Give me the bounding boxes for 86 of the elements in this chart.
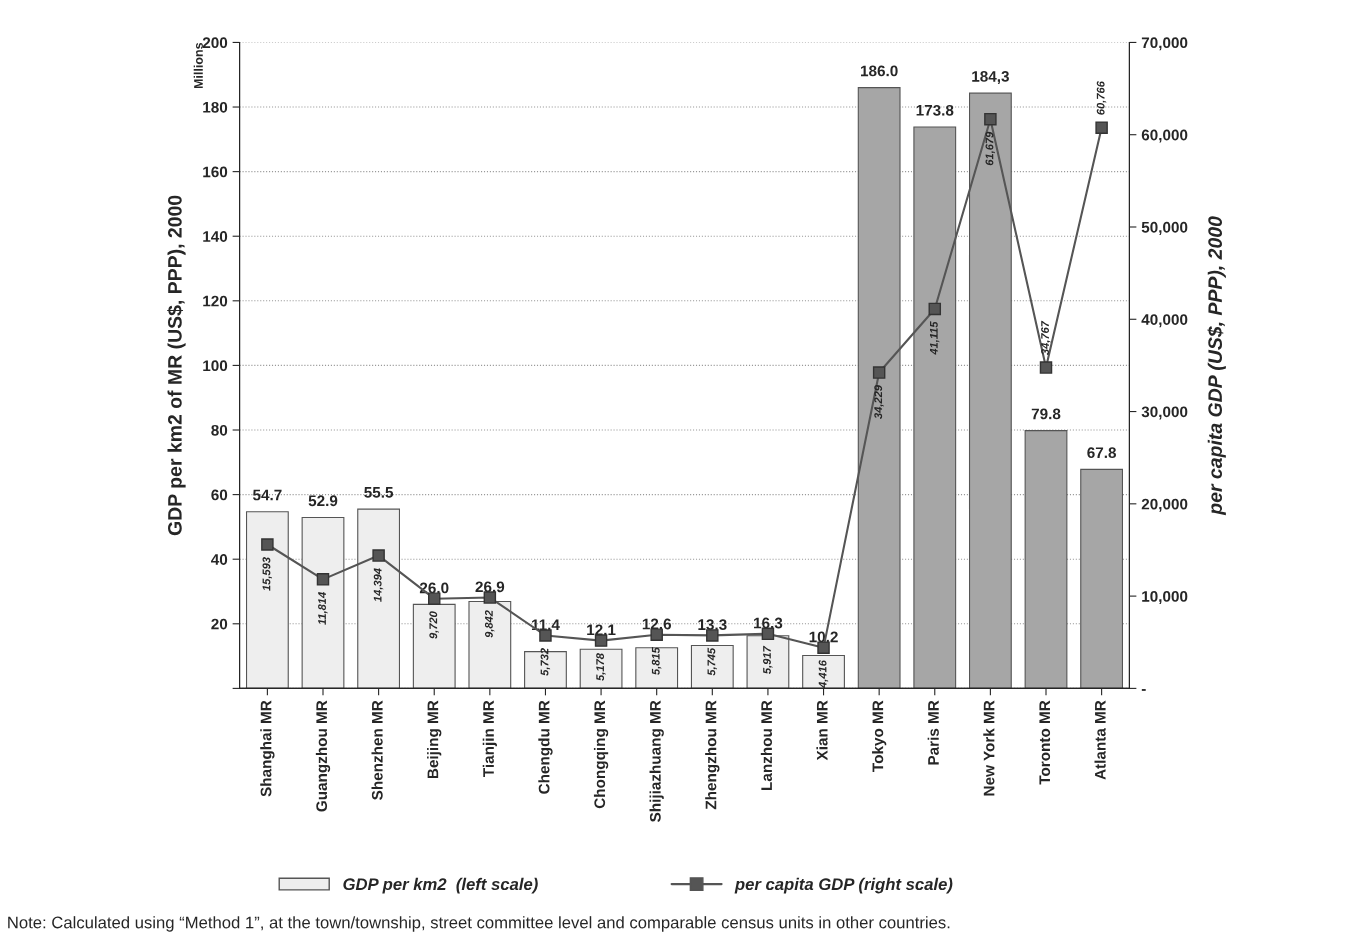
bar xyxy=(635,647,679,689)
data-label: 61,679 xyxy=(985,131,995,166)
y2-tick-label: 60,000 xyxy=(1141,129,1188,143)
x-tick-label: New York MR xyxy=(983,700,995,796)
x-tick-label: Xian MR xyxy=(816,700,828,761)
bar xyxy=(690,644,734,689)
data-label: 15,593 xyxy=(262,557,272,591)
data-label: 9,720 xyxy=(429,611,439,639)
data-label: 5,745 xyxy=(707,647,717,676)
data-label: 26.0 xyxy=(419,582,449,594)
x-tick-label: Paris MR xyxy=(927,700,939,765)
data-label: 11,814 xyxy=(318,592,328,625)
data-label: 60,766 xyxy=(1096,81,1107,115)
bar xyxy=(579,648,623,689)
y2-tick-label: 20,000 xyxy=(1141,498,1188,512)
x-tick-label: Guangzhou MR xyxy=(315,700,331,812)
data-label: 5,917 xyxy=(763,645,773,674)
x-tick-label: Lanzhou MR xyxy=(760,700,773,790)
y-tick-label: 40 xyxy=(211,554,228,565)
data-label: 55.5 xyxy=(364,487,394,498)
x-tick-label: Beijing MR xyxy=(427,700,442,779)
y-tick-label: 200 xyxy=(202,37,228,49)
data-label: 16.3 xyxy=(754,617,783,629)
point xyxy=(872,366,886,379)
bar xyxy=(1080,468,1124,689)
data-label: 5,815 xyxy=(651,647,662,675)
data-label: 79.8 xyxy=(1031,408,1061,420)
data-label: 12.6 xyxy=(642,618,672,630)
point xyxy=(316,573,330,586)
y2-tick-label: 30,000 xyxy=(1141,406,1188,420)
y-tick-label: 180 xyxy=(203,101,228,113)
x-tick-label: Toronto MR xyxy=(1039,700,1051,785)
x-tick-label: Shanghai MR xyxy=(260,700,275,797)
x-tick-label: Chongqing MR xyxy=(593,700,609,809)
y-tick-label: 100 xyxy=(203,360,228,372)
y2-tick-label: 40,000 xyxy=(1141,314,1188,328)
data-label: 12.1 xyxy=(587,624,616,636)
point xyxy=(539,629,552,642)
x-tick-label: Atlanta MR xyxy=(1094,700,1106,780)
point xyxy=(594,634,608,647)
data-label: 5,732 xyxy=(540,648,551,676)
y-tick-label: 120 xyxy=(203,295,228,307)
legend-label: per capita GDP (right scale) xyxy=(734,877,953,894)
y2-tick-label: 70,000 xyxy=(1141,37,1188,51)
data-label: 41,115 xyxy=(930,321,940,355)
y-tick-label: 80 xyxy=(211,424,228,436)
data-label: 186.0 xyxy=(861,65,898,77)
legend-label: GDP per km2 (left scale) xyxy=(343,877,538,894)
x-tick-label: Chengdu MR xyxy=(538,700,553,794)
point xyxy=(928,302,942,316)
y-tick-label: 60 xyxy=(211,489,228,501)
y-tick-label: 160 xyxy=(203,166,228,178)
point xyxy=(1095,121,1108,134)
text: Note: Calculated using “Method 1”, at the town/township, street committee level and comparable census units in other countries. xyxy=(8,916,950,932)
x-tick-label: Shenzhen MR xyxy=(371,700,383,800)
data-label: 184,3 xyxy=(972,70,1009,84)
data-label: 26.9 xyxy=(475,581,505,593)
data-label: 14,394 xyxy=(373,568,384,602)
x-tick-label: Shijiazhuang MR xyxy=(649,700,664,822)
data-label: 13.3 xyxy=(698,619,727,631)
point xyxy=(1039,361,1053,374)
point xyxy=(372,549,385,562)
bar xyxy=(1024,430,1068,689)
data-label: 5,178 xyxy=(596,653,606,681)
data-label: 173.8 xyxy=(916,104,954,116)
x-tick-label: Zhengzhou MR xyxy=(705,700,720,810)
data-label: 11.4 xyxy=(531,619,560,630)
data-label: 54.7 xyxy=(252,489,282,501)
y2-tick-label: - xyxy=(1141,689,1146,691)
data-label: 34,229 xyxy=(874,385,884,419)
y2-tick-label: 50,000 xyxy=(1141,221,1188,235)
y-tick-label: 140 xyxy=(203,231,228,242)
y2-tick-label: 10,000 xyxy=(1142,590,1188,605)
data-label: 52.9 xyxy=(308,495,338,507)
point xyxy=(261,538,274,551)
data-label: 9,842 xyxy=(484,610,495,638)
data-label: 67.8 xyxy=(1087,447,1117,459)
x-tick-label: Tianjin MR xyxy=(482,700,497,777)
y2-axis-title: per capita GDP (US$, PPP), 2000 xyxy=(1207,216,1226,516)
y-axis-title: GDP per km2 of MR (US$, PPP), 2000 xyxy=(167,195,186,536)
text: Millions xyxy=(193,42,203,89)
point xyxy=(706,629,719,642)
x-tick-label: Tokyo MR xyxy=(872,700,887,772)
point xyxy=(984,112,997,126)
y-tick-label: 20 xyxy=(211,618,228,630)
data-label: 4,416 xyxy=(818,660,829,689)
